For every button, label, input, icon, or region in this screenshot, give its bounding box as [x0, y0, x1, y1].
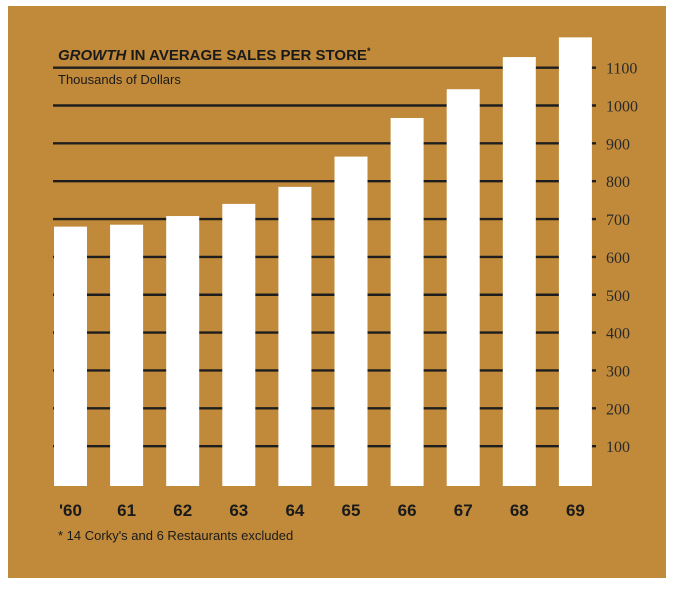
y-tick-label: 200	[606, 401, 630, 418]
y-tick-label: 500	[606, 288, 630, 305]
y-tick-label: 100	[606, 439, 630, 456]
x-tick-label: 63	[229, 501, 248, 520]
x-tick-label: 65	[342, 501, 361, 520]
x-tick-label: 66	[398, 501, 417, 520]
bar-63	[222, 203, 256, 486]
chart-title: GROWTH IN AVERAGE SALES PER STORE*	[58, 46, 370, 64]
title-marker: *	[366, 46, 371, 56]
chart-subtitle: Thousands of Dollars	[58, 72, 181, 87]
y-tick-label: 1100	[606, 61, 637, 78]
chart-footnote: * 14 Corky's and 6 Restaurants excluded	[58, 528, 294, 543]
y-tick-label: 300	[606, 363, 630, 380]
y-tick-label: 400	[606, 326, 630, 343]
bar-67	[446, 89, 480, 487]
x-tick-label: 67	[454, 501, 473, 520]
x-tick-label: 64	[285, 501, 304, 520]
bar-66	[390, 117, 424, 486]
bar-64	[278, 186, 312, 486]
title-emphasis: GROWTH	[58, 47, 127, 64]
bar-60	[54, 226, 87, 486]
y-tick-label: 600	[606, 250, 630, 267]
y-tick-label: 1000	[606, 99, 638, 116]
y-tick-label: 900	[606, 136, 630, 153]
chart-panel: 100 200 300 400 500 600 700 800 900 1000 1100 '60 61…	[8, 6, 666, 578]
bar-65	[334, 156, 368, 486]
y-tick-label: 800	[606, 174, 630, 191]
title-rest: IN AVERAGE SALES PER STORE	[126, 47, 367, 64]
bar-68	[502, 57, 536, 486]
x-tick-label: 62	[173, 501, 192, 520]
bar-chart: 100 200 300 400 500 600 700 800 900 1000 1100 '60 61…	[53, 37, 638, 520]
bar-69	[558, 37, 592, 487]
bar-62	[166, 216, 200, 486]
x-tick-label: 61	[117, 501, 136, 520]
x-tick-label: '60	[59, 501, 82, 520]
bar-61	[110, 224, 144, 487]
x-tick-label: 68	[510, 501, 529, 520]
x-tick-label: 69	[566, 501, 585, 520]
y-tick-label: 700	[606, 212, 630, 229]
